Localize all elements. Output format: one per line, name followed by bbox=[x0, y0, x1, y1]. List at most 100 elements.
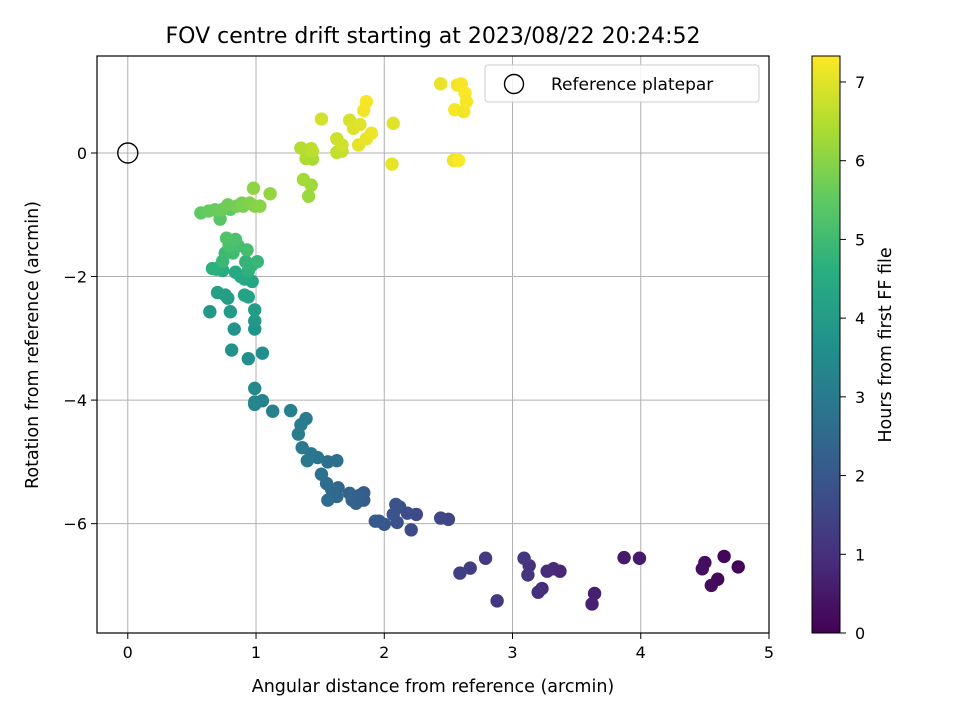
data-point bbox=[342, 486, 357, 501]
reference-point bbox=[117, 142, 139, 164]
data-point bbox=[459, 95, 474, 109]
data-point bbox=[695, 562, 710, 576]
data-point bbox=[353, 117, 367, 132]
data-point bbox=[321, 493, 335, 507]
data-point bbox=[248, 381, 262, 396]
data-point bbox=[223, 305, 238, 319]
data-point bbox=[433, 77, 448, 91]
data-point bbox=[314, 112, 329, 126]
colorbar-tick-label: 0 bbox=[855, 624, 865, 643]
data-point bbox=[521, 568, 535, 582]
colorbar-gradient bbox=[811, 55, 841, 634]
y-axis-ticks: 0 −2 −4 −6 bbox=[63, 144, 97, 534]
data-point bbox=[490, 594, 504, 608]
data-point bbox=[203, 305, 217, 319]
reference-marker bbox=[117, 142, 139, 164]
x-axis-label: Angular distance from reference (arcmin) bbox=[252, 677, 615, 697]
data-point bbox=[368, 514, 382, 528]
data-point bbox=[227, 322, 241, 336]
x-tick-label: 1 bbox=[251, 643, 261, 662]
colorbar-tick-label: 5 bbox=[855, 230, 865, 249]
data-point bbox=[386, 507, 400, 522]
data-point bbox=[305, 144, 320, 158]
y-tick-label: −6 bbox=[63, 515, 87, 534]
data-point bbox=[517, 551, 531, 565]
data-point bbox=[240, 243, 254, 257]
data-point bbox=[241, 352, 256, 366]
colorbar-tick-label: 2 bbox=[855, 467, 865, 486]
data-point bbox=[246, 181, 261, 195]
y-axis-label: Rotation from reference (arcmin) bbox=[23, 201, 43, 489]
data-point bbox=[463, 561, 477, 575]
data-point bbox=[253, 199, 267, 213]
data-point bbox=[540, 564, 554, 578]
data-point bbox=[364, 126, 379, 140]
data-point bbox=[478, 551, 493, 565]
data-point bbox=[250, 255, 265, 269]
data-point bbox=[453, 566, 467, 580]
plot-frame bbox=[96, 55, 770, 634]
chart-title: FOV centre drift starting at 2023/08/22 … bbox=[166, 24, 701, 49]
data-point bbox=[224, 343, 239, 357]
y-tick-label: −2 bbox=[63, 268, 87, 287]
data-point bbox=[587, 586, 602, 601]
data-point bbox=[228, 265, 243, 279]
data-point bbox=[717, 549, 731, 564]
data-point bbox=[300, 453, 315, 468]
x-tick-label: 5 bbox=[764, 643, 774, 662]
colorbar: 0 1 2 3 4 5 6 7 Hours from first FF file bbox=[811, 55, 896, 643]
data-point bbox=[531, 585, 545, 599]
legend-reference-marker bbox=[503, 73, 525, 95]
data-point bbox=[248, 314, 262, 328]
colorbar-ticks: 0 1 2 3 4 5 6 7 bbox=[840, 73, 865, 643]
x-tick-label: 0 bbox=[123, 643, 133, 662]
data-point bbox=[294, 141, 308, 155]
data-point bbox=[301, 189, 316, 203]
data-point bbox=[314, 467, 329, 481]
data-point bbox=[205, 261, 220, 276]
data-point bbox=[248, 303, 262, 317]
data-point bbox=[585, 597, 599, 611]
data-point bbox=[704, 578, 718, 593]
data-point bbox=[219, 231, 234, 245]
colorbar-tick-label: 7 bbox=[855, 73, 865, 92]
data-point bbox=[255, 346, 270, 360]
data-points bbox=[194, 77, 745, 611]
data-point bbox=[248, 395, 262, 409]
colorbar-label: Hours from first FF file bbox=[876, 247, 896, 442]
data-point bbox=[291, 427, 306, 441]
data-point bbox=[359, 95, 374, 109]
data-point bbox=[210, 285, 225, 300]
legend: Reference platepar bbox=[484, 64, 760, 103]
x-axis-ticks: 0 1 2 3 4 5 bbox=[123, 633, 774, 662]
colorbar-tick-label: 1 bbox=[855, 545, 865, 564]
data-point bbox=[296, 172, 311, 187]
y-tick-label: 0 bbox=[77, 144, 87, 163]
data-point bbox=[295, 440, 309, 455]
data-point bbox=[731, 560, 745, 574]
data-point bbox=[335, 138, 349, 152]
data-point bbox=[239, 255, 253, 269]
data-point bbox=[617, 550, 631, 565]
colorbar-tick-label: 4 bbox=[855, 309, 865, 328]
data-point bbox=[265, 404, 280, 418]
y-tick-label: −4 bbox=[63, 391, 87, 410]
data-point bbox=[263, 187, 277, 201]
data-point bbox=[385, 157, 399, 171]
colorbar-tick-label: 6 bbox=[855, 152, 865, 171]
x-tick-label: 4 bbox=[636, 643, 646, 662]
data-point bbox=[283, 403, 298, 418]
data-point bbox=[433, 511, 448, 525]
data-point bbox=[404, 523, 418, 537]
x-tick-label: 3 bbox=[507, 643, 517, 662]
colorbar-tick-label: 3 bbox=[855, 388, 865, 407]
grid bbox=[97, 56, 770, 633]
legend-box bbox=[484, 64, 760, 103]
data-point bbox=[451, 153, 466, 168]
x-tick-label: 2 bbox=[379, 643, 389, 662]
data-point bbox=[632, 551, 647, 565]
data-point bbox=[237, 288, 252, 302]
data-point bbox=[386, 116, 400, 131]
legend-reference-label: Reference platepar bbox=[551, 75, 713, 95]
